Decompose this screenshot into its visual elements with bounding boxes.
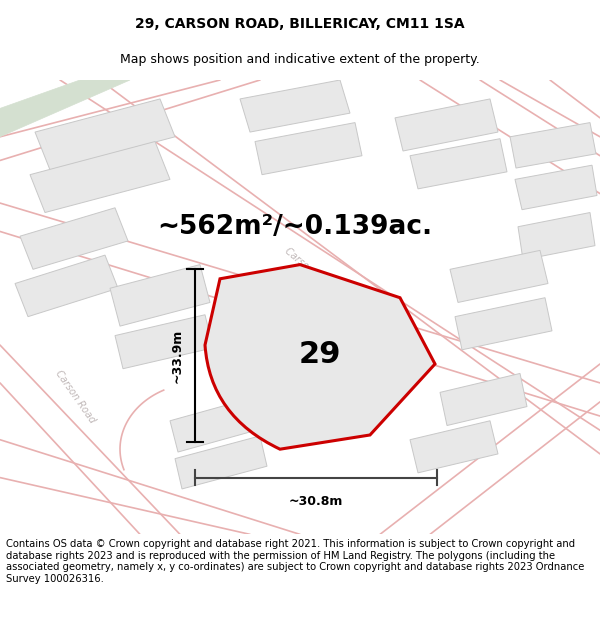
- Polygon shape: [395, 99, 498, 151]
- Polygon shape: [20, 208, 128, 269]
- Text: Contains OS data © Crown copyright and database right 2021. This information is : Contains OS data © Crown copyright and d…: [6, 539, 584, 584]
- Polygon shape: [450, 251, 548, 302]
- Polygon shape: [440, 374, 527, 426]
- Text: ~33.9m: ~33.9m: [170, 328, 184, 382]
- Polygon shape: [410, 139, 507, 189]
- Polygon shape: [255, 122, 362, 174]
- Polygon shape: [15, 255, 118, 317]
- PathPatch shape: [205, 264, 435, 449]
- Text: 29: 29: [299, 340, 341, 369]
- Polygon shape: [515, 165, 597, 209]
- Polygon shape: [35, 99, 175, 170]
- Text: 29, CARSON ROAD, BILLERICAY, CM11 1SA: 29, CARSON ROAD, BILLERICAY, CM11 1SA: [135, 17, 465, 31]
- Polygon shape: [115, 315, 213, 369]
- Polygon shape: [175, 436, 267, 489]
- Polygon shape: [170, 397, 263, 452]
- Text: Carson Road: Carson Road: [283, 246, 337, 293]
- Text: Map shows position and indicative extent of the property.: Map shows position and indicative extent…: [120, 54, 480, 66]
- Polygon shape: [518, 213, 595, 260]
- Polygon shape: [410, 421, 498, 473]
- Polygon shape: [240, 80, 350, 132]
- Text: ~562m²/~0.139ac.: ~562m²/~0.139ac.: [157, 214, 433, 240]
- Polygon shape: [455, 298, 552, 350]
- Text: ~30.8m: ~30.8m: [289, 494, 343, 508]
- Polygon shape: [0, 80, 130, 137]
- Polygon shape: [110, 264, 210, 326]
- Text: Carson Road: Carson Road: [53, 369, 97, 426]
- Text: Shire Close: Shire Close: [245, 376, 285, 428]
- Polygon shape: [510, 122, 596, 168]
- Polygon shape: [30, 141, 170, 212]
